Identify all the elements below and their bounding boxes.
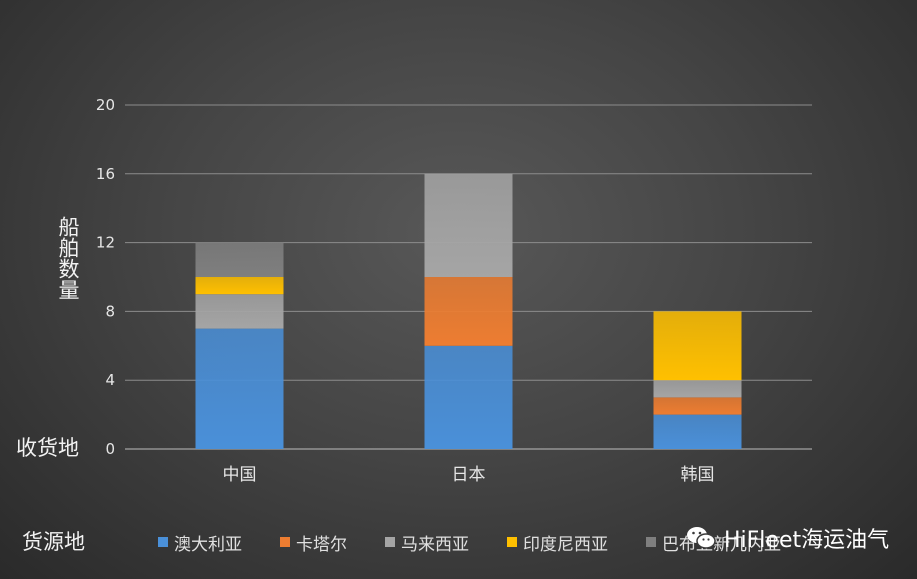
x-axis-label: 收货地 [16, 436, 79, 460]
bar-segment [653, 414, 742, 449]
legend-label: 卡塔尔 [296, 534, 347, 555]
legend-item: 印度尼西亚 [507, 530, 608, 555]
y-tick-label: 8 [105, 302, 115, 320]
bar-segment [195, 328, 284, 449]
bar-segment [653, 311, 742, 381]
bar-segment [653, 397, 742, 415]
legend-swatch [158, 537, 168, 547]
bar-segment [424, 277, 513, 346]
legend-item: 卡塔尔 [280, 530, 347, 555]
bar-segment [195, 242, 284, 277]
watermark: HiFleet海运油气 [686, 522, 889, 554]
legend-item: 马来西亚 [385, 530, 469, 555]
bar-segment [424, 173, 513, 277]
bar-segment [653, 380, 742, 398]
y-axis-label: 船舶数量 [56, 216, 80, 300]
legend-label: 马来西亚 [401, 534, 469, 555]
y-tick-label: 12 [96, 234, 115, 252]
y-tick-label: 20 [96, 96, 115, 114]
watermark-text: HiFleet海运油气 [724, 528, 890, 553]
legend-label: 澳大利亚 [174, 534, 242, 555]
wechat-icon [686, 525, 716, 551]
legend-title: 货源地 [22, 530, 85, 554]
legend-swatch [280, 537, 290, 547]
x-tick-label: 中国 [223, 465, 257, 485]
legend-item: 澳大利亚 [158, 530, 242, 555]
y-tick-label: 0 [105, 440, 115, 458]
legend-swatch [385, 537, 395, 547]
bar-segment [195, 277, 284, 295]
legend-swatch [646, 537, 656, 547]
x-tick-label: 韩国 [681, 465, 715, 485]
bar-segment [195, 294, 284, 329]
y-tick-label: 16 [96, 165, 115, 183]
legend-swatch [507, 537, 517, 547]
y-tick-label: 4 [105, 371, 115, 389]
bar-segment [424, 345, 513, 449]
x-tick-label: 日本 [452, 465, 486, 485]
legend-label: 印度尼西亚 [523, 534, 608, 555]
